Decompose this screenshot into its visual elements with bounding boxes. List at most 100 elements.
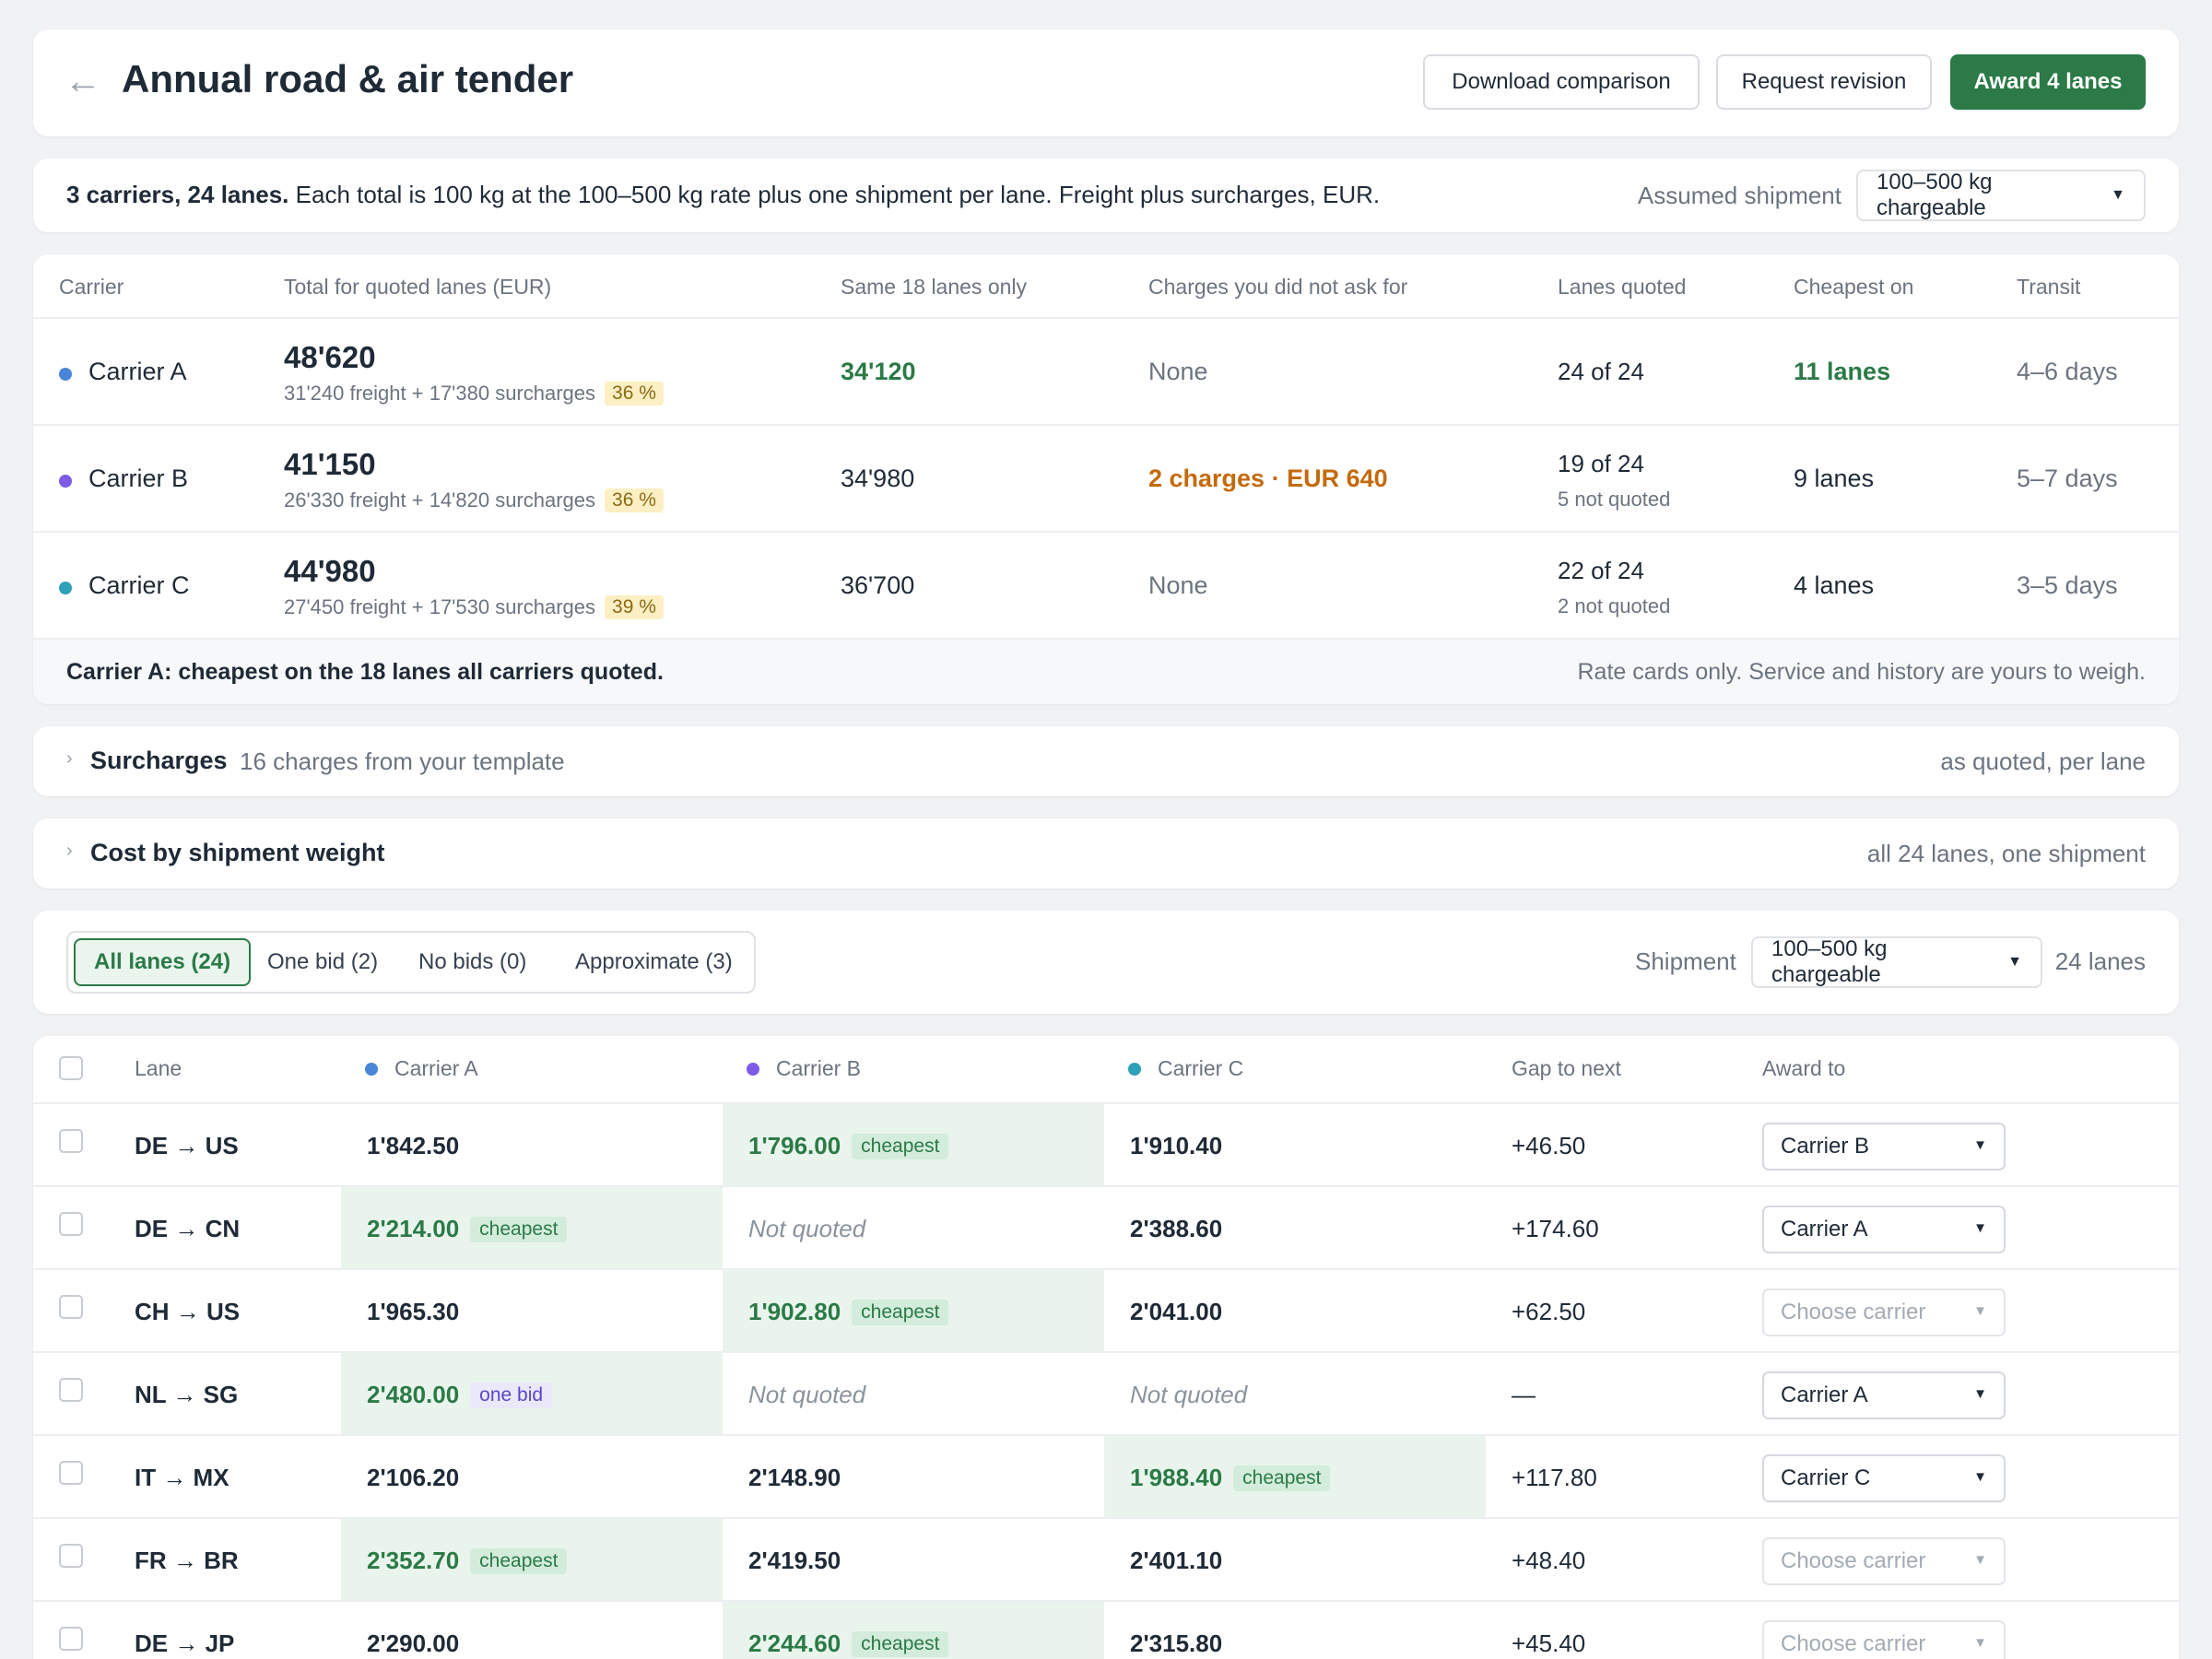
tab-no-bids[interactable]: No bids (0) [418,949,527,974]
lane-name: CH → US [135,1298,241,1325]
award-placeholder: Choose carrier [1781,1631,1926,1656]
not-quoted-count: 2 not quoted [1558,594,1671,618]
comparison-verdict: Carrier A: cheapest on the 18 lanes all … [66,659,664,685]
price-value: 1'988.40 [1130,1464,1223,1491]
column-header: Cheapest on [1794,275,1914,299]
select-all-checkbox[interactable] [59,1056,83,1080]
price-value: 2'041.00 [1130,1298,1223,1325]
lane-name: DE → US [135,1132,239,1159]
row-checkbox[interactable] [59,1295,83,1319]
cheapest-badge: cheapest [852,1299,949,1325]
same-18-lanes-value: 36'700 [841,571,915,599]
carrier-name: Carrier C [88,571,190,599]
section-note: all 24 lanes, one shipment [1866,840,2146,867]
lanes-table-header: Lane Carrier A Carrier B Carrier C Gap t… [33,1036,2179,1104]
caret-down-icon: ▼ [1973,1635,1987,1651]
price-value: 1'842.50 [367,1132,460,1159]
section-subtitle: 16 charges from your template [240,747,565,775]
freight-breakdown: 26'330 freight + 14'820 surcharges [284,488,596,512]
unrequested-charges-link[interactable]: 2 charges · EUR 640 [1148,465,1388,492]
award-to-select[interactable]: Carrier A ▼ [1762,1206,2006,1253]
award-to-select[interactable]: Carrier B ▼ [1762,1123,2006,1171]
gap-to-next: +46.50 [1512,1132,1586,1159]
carrier-name: Carrier A [88,358,187,385]
row-checkbox[interactable] [59,1378,83,1402]
not-quoted-value: Not quoted [1130,1381,1248,1408]
transit-time: 5–7 days [2017,465,2118,492]
price-value: 2'244.60 [748,1630,841,1657]
assumed-shipment-select[interactable]: 100–500 kg chargeable ▼ [1856,170,2146,221]
price-cell-carrier-a: 2'352.70 cheapest [341,1519,723,1600]
column-header-carrier-a: Carrier A [365,1056,478,1081]
gap-to-next: — [1512,1381,1535,1408]
surcharge-percent-badge: 36 % [605,488,664,512]
shipment-label: Shipment [1635,947,1736,975]
arrow-left-icon[interactable]: ← [65,61,101,101]
price-cell-carrier-c: 2'315.80 [1104,1602,1486,1659]
section-title: Cost by shipment weight [90,839,385,866]
row-checkbox[interactable] [59,1627,83,1651]
price-cell-carrier-a: 1'965.30 [341,1270,723,1351]
assumed-shipment-label: Assumed shipment [1637,182,1841,209]
price-cell-carrier-a: 2'480.00 one bid [341,1353,723,1434]
comparison-note: Rate cards only. Service and history are… [1577,659,2147,685]
lane-name: IT → MX [135,1464,229,1491]
column-header-carrier-b: Carrier B [747,1056,861,1081]
price-value: 2'480.00 [367,1381,460,1408]
lanes-table: Lane Carrier A Carrier B Carrier C Gap t… [33,1036,2179,1659]
award-value: Carrier A [1781,1217,1868,1241]
award-value: Carrier B [1781,1134,1870,1159]
award-to-select[interactable]: Choose carrier ▼ [1762,1288,2006,1336]
tab-one-bid[interactable]: One bid (2) [267,949,379,974]
surcharge-percent-badge: 39 % [605,595,664,619]
award-to-select[interactable]: Choose carrier ▼ [1762,1537,2006,1585]
weight-section-toggle[interactable]: › Cost by shipment weight all 24 lanes, … [33,818,2179,888]
price-value-wrap: 2'352.70 cheapest [367,1547,568,1575]
not-quoted-value: Not quoted [748,1215,866,1242]
price-value: 2'148.90 [748,1464,841,1491]
row-checkbox[interactable] [59,1544,83,1568]
award-to-select[interactable]: Carrier C ▼ [1762,1454,2006,1502]
tab-approximate[interactable]: Approximate (3) [575,949,733,974]
shipment-select[interactable]: 100–500 kg chargeable ▼ [1751,936,2042,988]
price-value: 2'419.50 [748,1547,841,1574]
caret-down-icon: ▼ [1973,1469,1987,1485]
award-value: Carrier A [1781,1382,1868,1407]
caret-down-icon: ▼ [2111,187,2125,203]
table-row: CH → US 1'965.30 1'902.80 cheapest 2'041.… [33,1270,2179,1353]
row-checkbox[interactable] [59,1129,83,1153]
row-checkbox[interactable] [59,1212,83,1236]
chevron-right-icon: › [66,748,73,769]
column-header: Carrier [59,275,124,299]
award-to-select[interactable]: Carrier A ▼ [1762,1371,2006,1419]
lanes-quoted: 22 of 24 [1558,557,1644,584]
download-comparison-button[interactable]: Download comparison [1423,54,1700,110]
award-to-select[interactable]: Choose carrier ▼ [1762,1620,2006,1659]
carrier-row-a[interactable]: Carrier A 48'620 31'240 freight + 17'380… [33,319,2179,426]
request-revision-button[interactable]: Request revision [1716,54,1932,110]
surcharges-section-toggle[interactable]: › Surcharges 16 charges from your templa… [33,726,2179,796]
price-value: 1'965.30 [367,1298,460,1325]
price-cell-carrier-a: 1'842.50 [341,1104,723,1185]
caret-down-icon: ▼ [1973,1552,1987,1568]
award-placeholder: Choose carrier [1781,1300,1926,1324]
lanes-quoted: 19 of 24 [1558,450,1644,477]
column-header: Lanes quoted [1558,275,1687,299]
carrier-color-dot [1128,1062,1141,1076]
gap-to-next: +117.80 [1512,1464,1597,1491]
column-header: Total for quoted lanes (EUR) [284,275,552,299]
carrier-row-c[interactable]: Carrier C 44'980 27'450 freight + 17'530… [33,533,2179,640]
table-row: DE → CN 2'214.00 cheapest Not quoted 2'38… [33,1187,2179,1270]
table-row: DE → US 1'842.50 1'796.00 cheapest 1'910.… [33,1104,2179,1187]
price-value-wrap: 1'988.40 cheapest [1130,1464,1331,1492]
carrier-row-b[interactable]: Carrier B 41'150 26'330 freight + 14'820… [33,426,2179,533]
award-lanes-button[interactable]: Award 4 lanes [1950,54,2146,110]
column-header-label: Carrier B [776,1056,862,1080]
tab-all-lanes[interactable]: All lanes (24) [74,938,252,986]
header-card: ← Annual road & air tender Download comp… [33,29,2179,136]
carrier-breakdown: 26'330 freight + 14'820 surcharges 36 % [284,488,664,512]
carrier-breakdown: 27'450 freight + 17'530 surcharges 39 % [284,595,664,619]
row-checkbox[interactable] [59,1461,83,1485]
price-value-wrap: 2'244.60 cheapest [748,1630,949,1658]
carrier-color-dot [365,1062,378,1076]
